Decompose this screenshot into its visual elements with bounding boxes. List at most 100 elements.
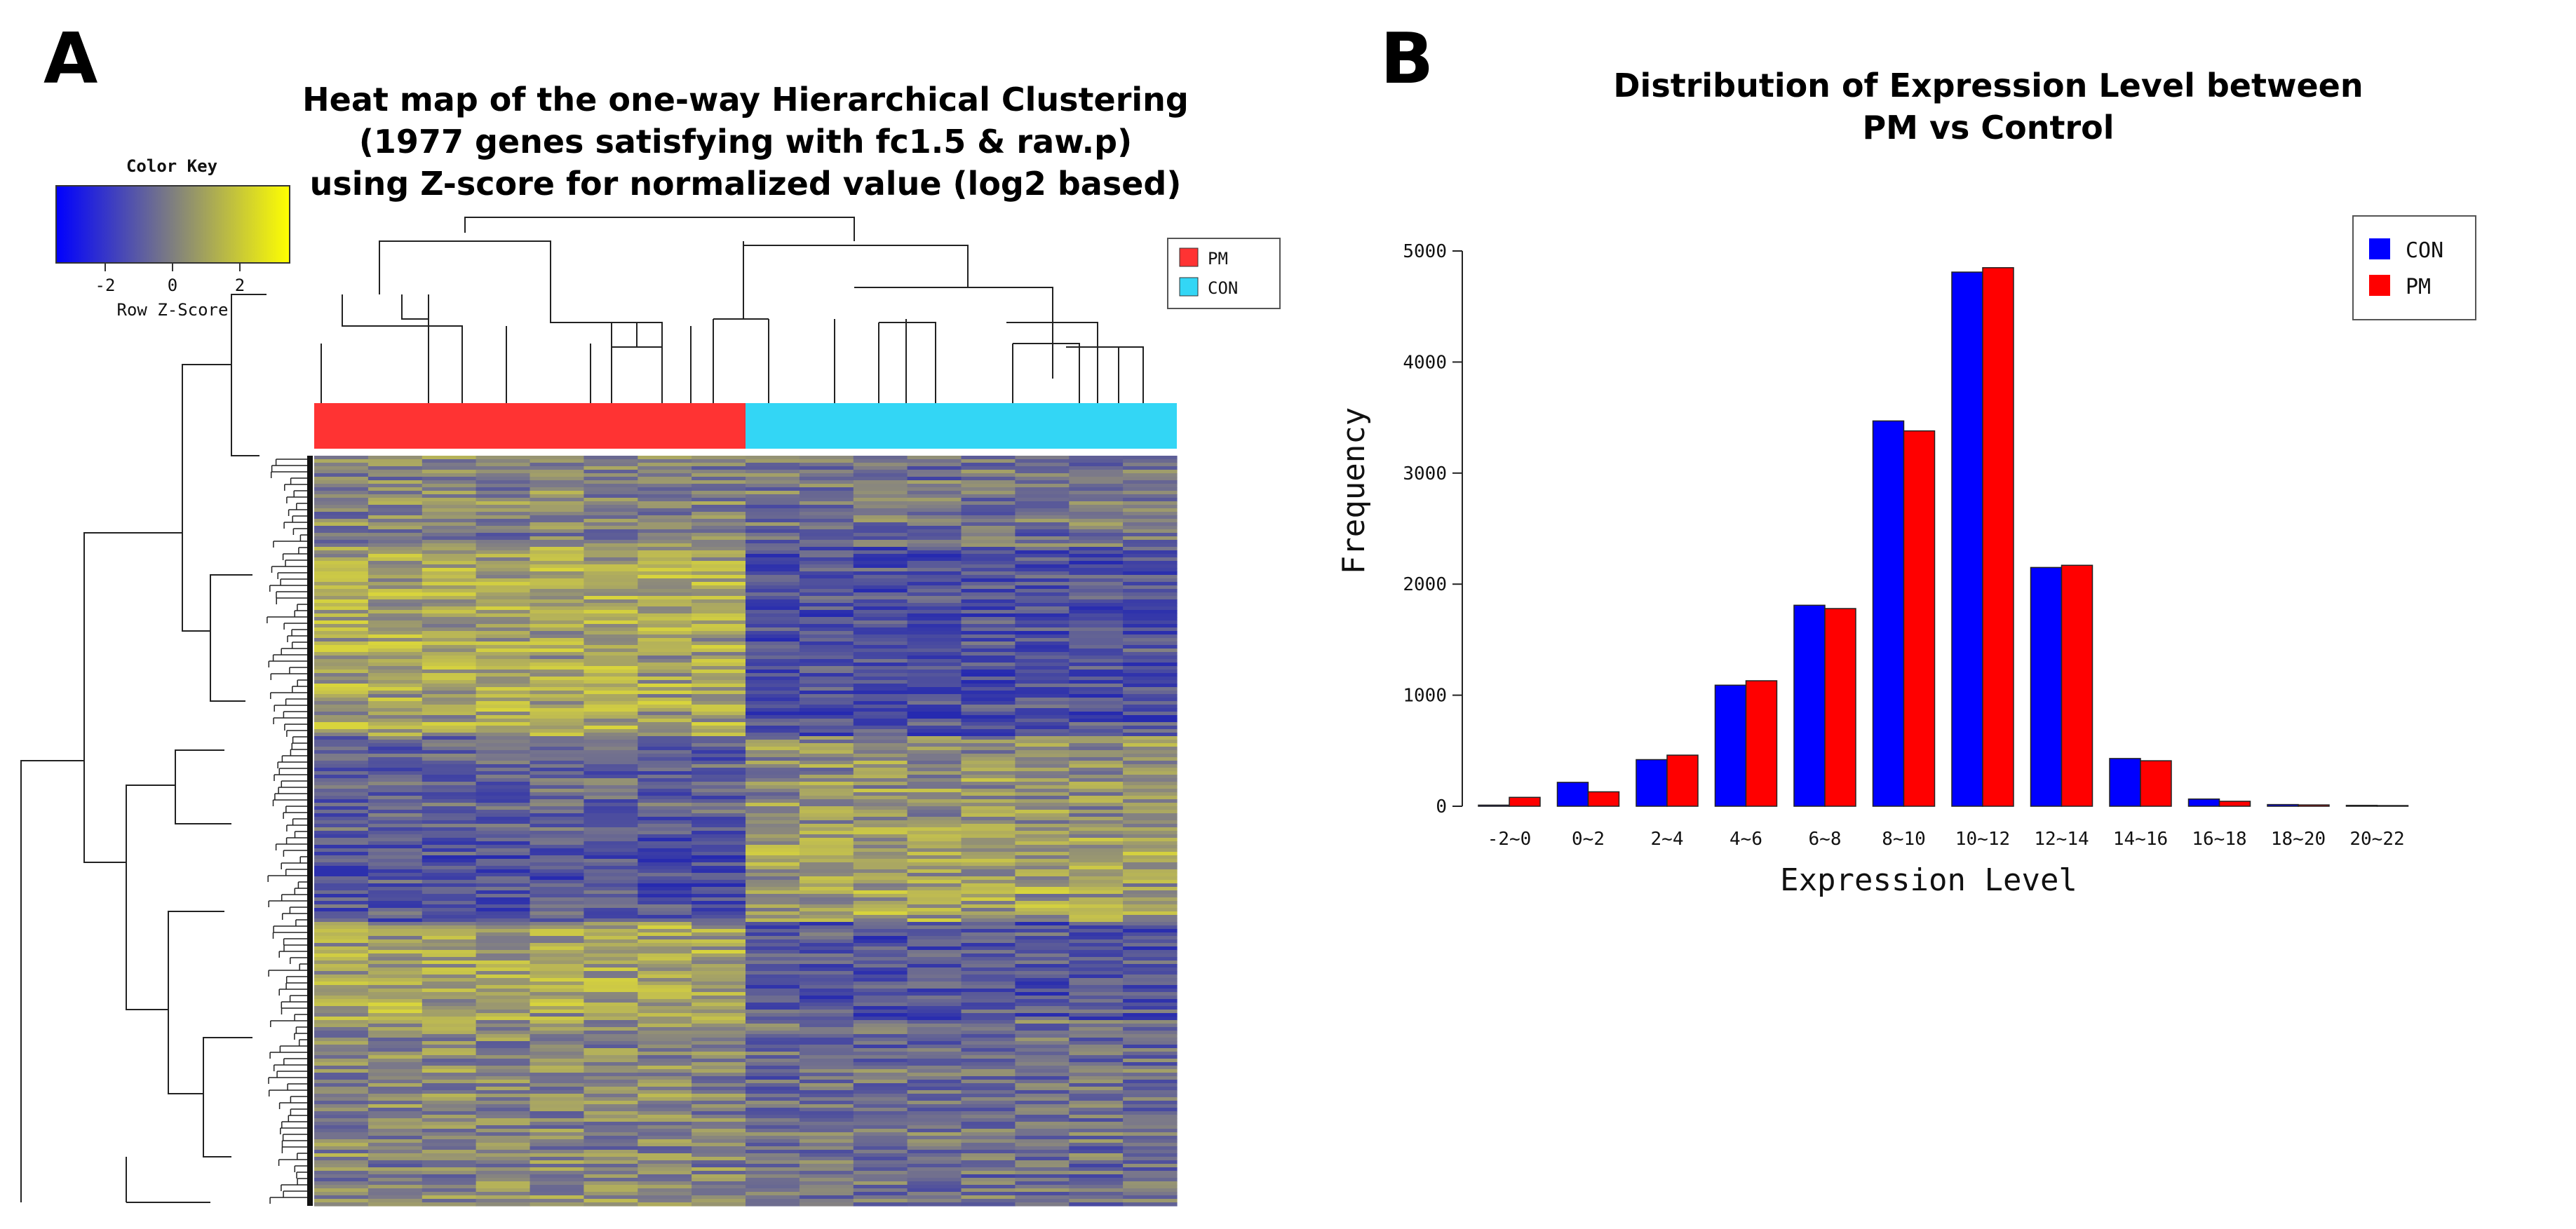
heatmap-cell — [853, 1111, 908, 1115]
heatmap-cell — [692, 1115, 746, 1119]
heatmap-cell — [1069, 578, 1124, 583]
heatmap-cell — [422, 463, 477, 467]
heatmap-cell — [476, 645, 531, 649]
heatmap-cell — [476, 606, 531, 611]
heatmap-cell — [1015, 1160, 1070, 1165]
heatmap-cell — [1015, 491, 1070, 495]
heatmap-cell — [692, 1188, 746, 1193]
heatmap-cell — [314, 575, 369, 579]
heatmap-cell — [584, 747, 638, 751]
heatmap-cell — [961, 1136, 1016, 1140]
heatmap-cell — [692, 1199, 746, 1203]
heatmap-cell — [367, 1055, 423, 1059]
heatmap-cell — [584, 729, 638, 733]
heatmap-cell — [638, 817, 692, 821]
heatmap-cell — [422, 1017, 477, 1021]
heatmap-cell — [1123, 1066, 1178, 1070]
heatmap-cell — [476, 757, 531, 761]
heatmap-cell — [584, 820, 638, 824]
heatmap-cell — [638, 908, 692, 912]
heatmap-cell — [692, 1027, 746, 1031]
heatmap-cell — [638, 557, 692, 562]
heatmap-cell — [476, 719, 531, 723]
heatmap-cell — [799, 624, 854, 628]
heatmap-cell — [1123, 975, 1178, 979]
heatmap-cell — [907, 459, 962, 463]
heatmap-cell — [476, 999, 531, 1003]
heatmap-cell — [746, 827, 800, 831]
heatmap-cell — [530, 677, 584, 681]
heatmap-cell — [422, 989, 477, 993]
heatmap-cell — [530, 978, 584, 982]
heatmap-cell — [422, 796, 477, 800]
heatmap-cell — [314, 1202, 369, 1207]
heatmap-cell — [746, 505, 800, 509]
heatmap-cell — [692, 771, 746, 775]
heatmap-cell — [367, 982, 423, 986]
heatmap-cell — [530, 939, 584, 944]
heatmap-cell — [422, 1010, 477, 1014]
heatmap-cell — [638, 459, 692, 463]
heatmap-cell — [1123, 575, 1178, 579]
heatmap-cell — [746, 1034, 800, 1038]
heatmap-cell — [314, 876, 369, 881]
heatmap-cell — [1015, 785, 1070, 789]
heatmap-cell — [367, 936, 423, 940]
row-dendrogram-leaves — [267, 456, 313, 1206]
heatmap-cell — [961, 726, 1016, 730]
heatmap-cell — [1069, 771, 1124, 775]
heatmap-cell — [584, 859, 638, 863]
heatmap-cell — [799, 585, 854, 590]
heatmap-cell — [746, 932, 800, 937]
heatmap-cell — [1069, 785, 1124, 789]
heatmap-cell — [692, 456, 746, 460]
heatmap-cell — [422, 1132, 477, 1136]
heatmap-cell — [638, 789, 692, 793]
heatmap-cell — [314, 785, 369, 789]
heatmap-cell — [422, 1157, 477, 1161]
heatmap-cell — [530, 813, 584, 817]
row-dendrogram-leaf — [270, 1020, 309, 1027]
row-dendrogram-leaf — [290, 957, 309, 964]
bar-con — [1793, 604, 1826, 807]
heatmap-cell — [907, 708, 962, 712]
heatmap-cell — [367, 470, 423, 474]
heatmap-cell — [799, 1202, 854, 1207]
heatmap-cell — [853, 477, 908, 481]
heatmap-cell — [1069, 915, 1124, 919]
heatmap-cell — [961, 1024, 1016, 1028]
heatmap-cell — [746, 684, 800, 688]
heatmap-cell — [422, 975, 477, 979]
heatmap-cell — [314, 557, 369, 562]
heatmap-cell — [422, 733, 477, 737]
heatmap-cell — [584, 484, 638, 488]
heatmap-cell — [476, 494, 531, 498]
heatmap-cell — [422, 631, 477, 635]
heatmap-cell — [367, 915, 423, 919]
heatmap-cell — [799, 1122, 854, 1126]
heatmap-cell — [907, 1055, 962, 1059]
heatmap-cell — [530, 484, 584, 488]
heatmap-cell — [638, 1181, 692, 1186]
heatmap-cell — [1015, 820, 1070, 824]
heatmap-cell — [638, 617, 692, 621]
heatmap-cell — [584, 578, 638, 583]
heatmap-cell — [961, 550, 1016, 555]
row-dendrogram-leaf — [297, 881, 309, 888]
heatmap-cell — [314, 599, 369, 604]
heatmap-cell — [367, 575, 423, 579]
heatmap-cell — [961, 1157, 1016, 1161]
heatmap-cell — [853, 838, 908, 842]
row-dendrogram-leaf — [290, 1096, 309, 1103]
heatmap-cell — [1069, 1143, 1124, 1147]
heatmap-cell — [1123, 670, 1178, 674]
heatmap-cell — [422, 915, 477, 919]
heatmap-cell — [746, 603, 800, 607]
heatmap-cell — [1123, 508, 1178, 512]
heatmap-cell — [367, 701, 423, 705]
heatmap-cell — [584, 848, 638, 853]
heatmap-cell — [907, 911, 962, 916]
heatmap-cell — [961, 964, 1016, 968]
heatmap-cell — [853, 708, 908, 712]
heatmap-cell — [853, 1006, 908, 1010]
